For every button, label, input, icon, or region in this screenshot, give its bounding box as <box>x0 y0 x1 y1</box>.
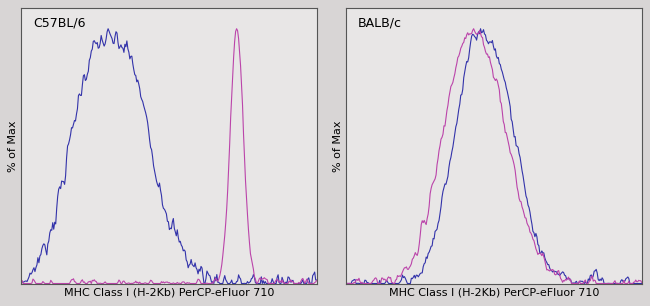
X-axis label: MHC Class I (H-2Kb) PerCP-eFluor 710: MHC Class I (H-2Kb) PerCP-eFluor 710 <box>389 288 599 298</box>
Y-axis label: % of Max: % of Max <box>8 120 18 172</box>
Text: BALB/c: BALB/c <box>358 17 402 30</box>
X-axis label: MHC Class I (H-2Kb) PerCP-eFluor 710: MHC Class I (H-2Kb) PerCP-eFluor 710 <box>64 288 274 298</box>
Text: C57BL/6: C57BL/6 <box>33 17 85 30</box>
Y-axis label: % of Max: % of Max <box>333 120 343 172</box>
